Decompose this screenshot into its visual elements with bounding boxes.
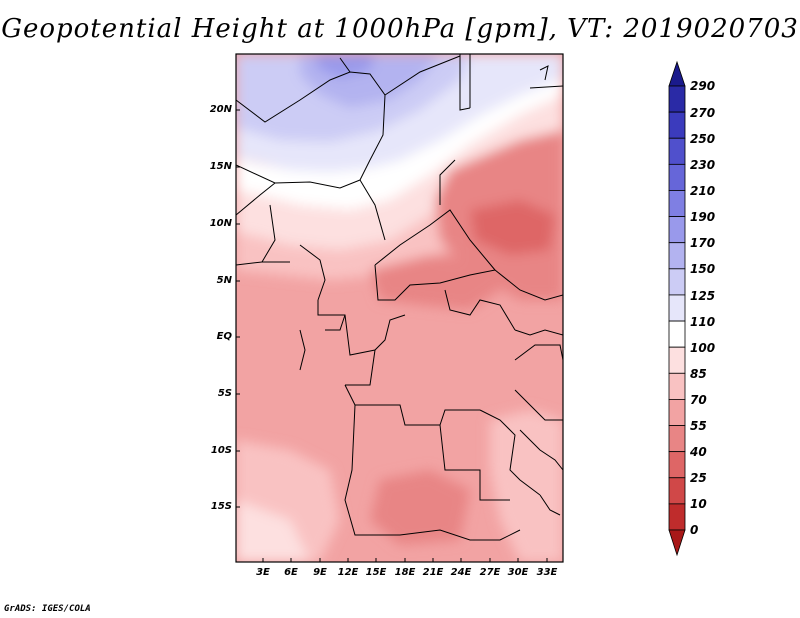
- colorbar-label: 170: [690, 236, 716, 250]
- field-pink-far-sw: [236, 500, 310, 562]
- colorbar-label: 290: [690, 79, 716, 93]
- colorbar-box: [668, 216, 686, 244]
- colorbar-label: 85: [690, 367, 707, 381]
- colorbar-label: 125: [690, 289, 716, 303]
- colorbar-label: 70: [690, 393, 707, 407]
- field-white-band: [236, 78, 563, 210]
- lon-label-30e: 30E: [507, 567, 529, 578]
- axis-ticks: [236, 109, 548, 562]
- lat-label-20n: 20N: [209, 104, 232, 115]
- colorbar-label: 110: [690, 315, 716, 329]
- colorbar-label: 270: [690, 106, 716, 120]
- lon-label-9e: 9E: [313, 567, 327, 578]
- lon-label-18e: 18E: [394, 567, 416, 578]
- field-red-south: [370, 470, 470, 545]
- lon-label-33e: 33E: [536, 567, 558, 578]
- colorbar-box: [668, 190, 686, 217]
- field-blue-deepest: [315, 54, 375, 78]
- colorbar-box: [668, 111, 686, 139]
- colorbar-top-triangle: [668, 60, 686, 87]
- colorbar-label: 250: [690, 132, 716, 146]
- lon-label-15e: 15E: [365, 567, 387, 578]
- colorbar-box: [668, 268, 686, 296]
- colorbar-label: 100: [690, 341, 716, 355]
- colorbar-box: [668, 503, 686, 531]
- lat-label-eq: EQ: [216, 331, 232, 342]
- colorbar-box: [668, 346, 686, 374]
- colorbar-box: [668, 294, 686, 322]
- grads-credit: GrADS: IGES/COLA: [4, 604, 91, 614]
- colorbar-label: 150: [690, 262, 716, 276]
- colorbar-bottom-triangle: [668, 529, 686, 557]
- field-pink-se: [490, 410, 563, 562]
- colorbar: [668, 60, 686, 557]
- lat-label-15s: 15S: [210, 501, 232, 512]
- lat-label-15n: 15N: [209, 161, 232, 172]
- colorbar-label: 190: [690, 210, 716, 224]
- map-frame: [235, 53, 564, 563]
- colorbar-label: 40: [690, 445, 707, 459]
- colorbar-label: 55: [690, 419, 707, 433]
- lat-label-10s: 10S: [210, 445, 232, 456]
- colorbar-label: 230: [690, 158, 716, 172]
- colorbar-box: [668, 242, 686, 270]
- lon-label-24e: 24E: [450, 567, 472, 578]
- colorbar-box: [668, 320, 686, 348]
- map-field: [236, 54, 563, 562]
- lon-label-12e: 12E: [337, 567, 359, 578]
- map-title: Geopotential Height at 1000hPa [gpm], VT…: [1, 14, 799, 44]
- lat-label-5n: 5N: [216, 275, 232, 286]
- colorbar-box: [668, 372, 686, 400]
- colorbar-label: 0: [690, 523, 699, 537]
- colorbar-label: 10: [690, 497, 707, 511]
- field-pink-light: [236, 95, 563, 250]
- colorbar-box: [668, 85, 686, 113]
- country-borders: [236, 54, 563, 541]
- colorbar-box: [668, 163, 686, 191]
- colorbar-label: 25: [690, 471, 707, 485]
- field-red-core: [470, 200, 555, 255]
- colorbar-box: [668, 399, 686, 426]
- colorbar-box: [668, 137, 686, 165]
- colorbar-box: [668, 425, 686, 453]
- lon-label-6e: 6E: [284, 567, 298, 578]
- lat-label-10n: 10N: [209, 218, 232, 229]
- colorbar-label: 210: [690, 184, 716, 198]
- lon-label-3e: 3E: [256, 567, 270, 578]
- lat-label-5s: 5S: [217, 388, 232, 399]
- colorbar-box: [668, 477, 686, 505]
- lon-label-21e: 21E: [422, 567, 444, 578]
- field-red-central: [370, 255, 500, 310]
- lon-label-27e: 27E: [479, 567, 501, 578]
- colorbar-box: [668, 451, 686, 479]
